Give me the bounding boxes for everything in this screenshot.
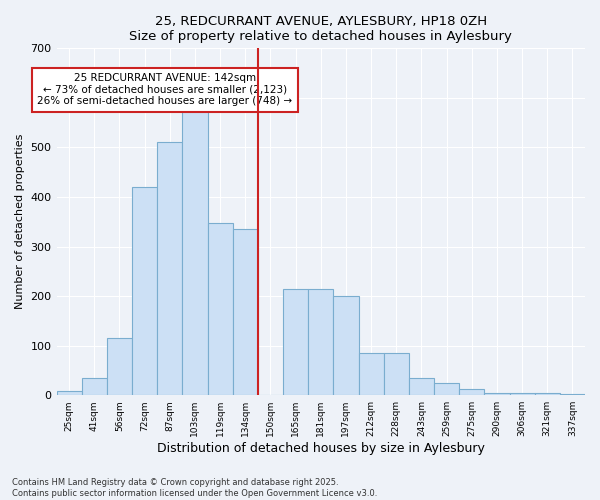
Bar	[157, 142, 182, 395]
Title: 25, REDCURRANT AVENUE, AYLESBURY, HP18 0ZH
Size of property relative to detached: 25, REDCURRANT AVENUE, AYLESBURY, HP18 0…	[130, 15, 512, 43]
Bar	[359, 353, 383, 395]
Bar	[560, 394, 585, 395]
Text: 25 REDCURRANT AVENUE: 142sqm
← 73% of detached houses are smaller (2,123)
26% of: 25 REDCURRANT AVENUE: 142sqm ← 73% of de…	[37, 73, 292, 106]
Bar	[233, 229, 258, 395]
Bar	[132, 187, 157, 395]
Y-axis label: Number of detached properties: Number of detached properties	[15, 134, 25, 310]
Bar	[334, 296, 359, 395]
Bar	[82, 378, 107, 395]
Bar	[383, 353, 409, 395]
Bar	[107, 338, 132, 395]
Bar	[459, 390, 484, 395]
Bar	[283, 288, 308, 395]
Bar	[484, 392, 509, 395]
Bar	[434, 383, 459, 395]
X-axis label: Distribution of detached houses by size in Aylesbury: Distribution of detached houses by size …	[157, 442, 485, 455]
Bar	[308, 288, 334, 395]
Bar	[182, 108, 208, 395]
Bar	[56, 391, 82, 395]
Bar	[509, 392, 535, 395]
Bar	[535, 392, 560, 395]
Bar	[409, 378, 434, 395]
Text: Contains HM Land Registry data © Crown copyright and database right 2025.
Contai: Contains HM Land Registry data © Crown c…	[12, 478, 377, 498]
Bar	[208, 223, 233, 395]
